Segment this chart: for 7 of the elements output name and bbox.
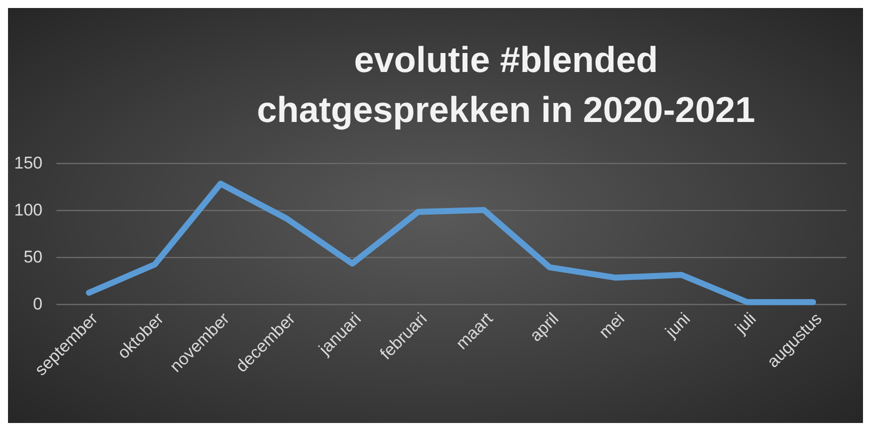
x-tick-label: juli bbox=[730, 309, 760, 338]
y-tick-label: 50 bbox=[24, 248, 42, 266]
y-tick-label: 100 bbox=[14, 200, 42, 220]
y-tick-label: 150 bbox=[14, 154, 42, 172]
x-tick-label: mei bbox=[595, 309, 628, 342]
chart-title: evolutie #blended chatgesprekken in 2020-2021 bbox=[256, 39, 756, 130]
y-tick-label: 0 bbox=[33, 294, 42, 314]
